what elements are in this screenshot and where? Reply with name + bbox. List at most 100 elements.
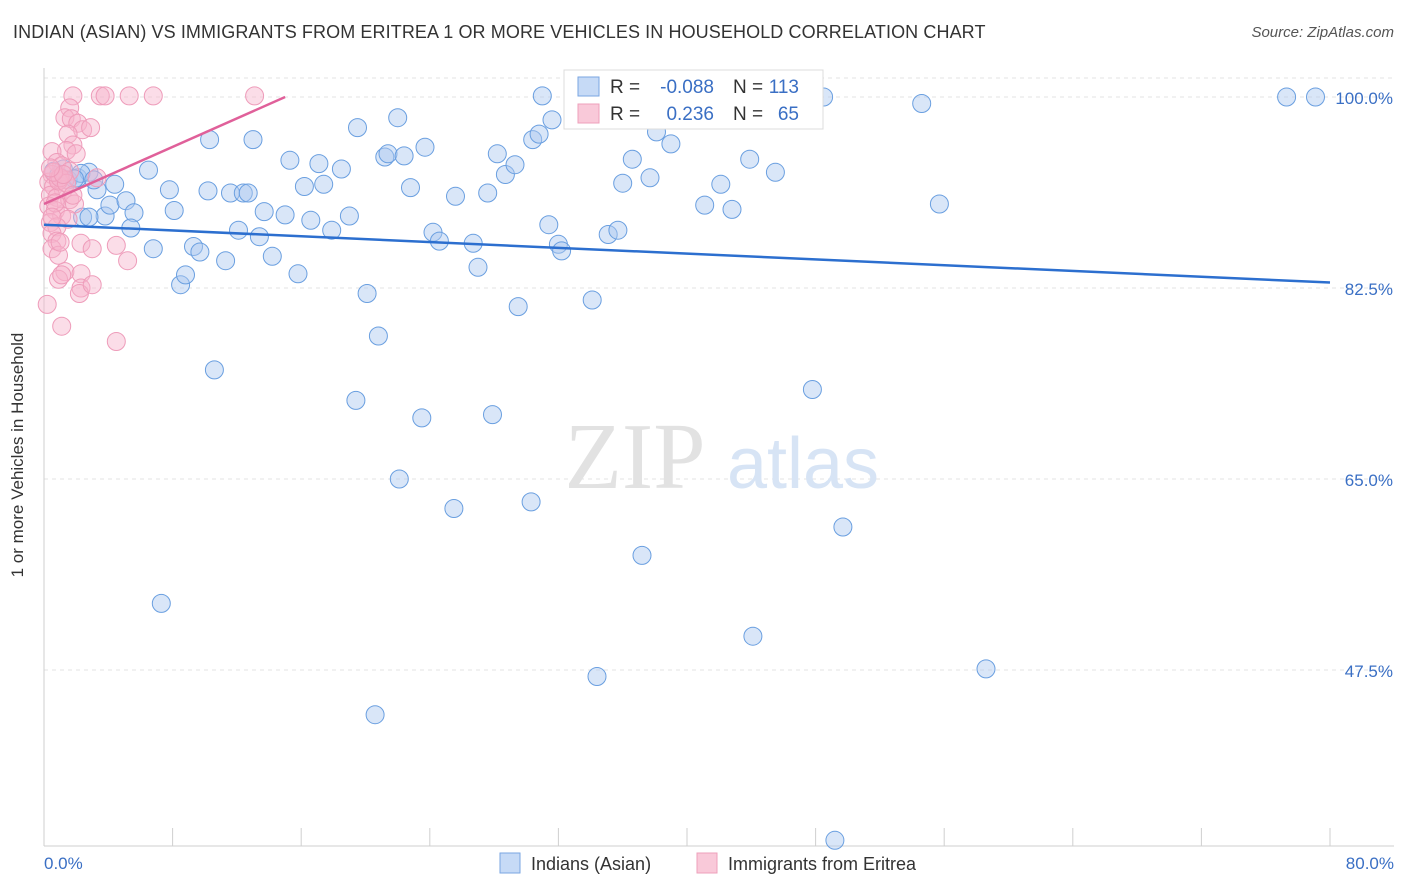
point-eritrea-58 <box>40 158 60 178</box>
point-eritrea-49 <box>82 275 102 295</box>
point-indians-99 <box>444 499 464 518</box>
watermark-zip: ZIP <box>565 405 706 509</box>
point-indians-100 <box>521 492 541 512</box>
legend-n-value-blue: 113 <box>769 77 799 98</box>
point-indians-43 <box>339 206 359 226</box>
trend-line-0 <box>43 223 1331 284</box>
point-indians-13 <box>124 203 144 223</box>
point-eritrea-42 <box>106 235 126 255</box>
legend-n-label-pink: N = <box>733 104 763 125</box>
point-indians-101 <box>632 545 652 565</box>
point-indians-79 <box>695 195 715 215</box>
grid-lines <box>44 77 1394 671</box>
legend-r-label-pink: R = <box>610 104 640 125</box>
point-indians-80 <box>711 174 731 194</box>
point-indians-52 <box>415 137 435 157</box>
point-indians-16 <box>143 239 163 259</box>
point-indians-102 <box>833 517 853 537</box>
stats-legend: R = -0.088 N = 113 R = 0.236 N = 65 <box>563 69 824 130</box>
point-indians-9 <box>105 174 125 194</box>
point-eritrea-63 <box>42 207 62 227</box>
point-indians-20 <box>176 265 195 285</box>
point-indians-40 <box>314 174 334 194</box>
point-indians-28 <box>233 183 253 203</box>
point-indians-57 <box>468 257 488 277</box>
y-tick-labels: 47.5% 65.0% 82.5% 100.0% <box>1335 89 1393 681</box>
point-indians-86 <box>912 94 932 113</box>
point-indians-103 <box>151 593 171 613</box>
point-indians-104 <box>743 626 763 646</box>
bottom-legend-swatch-pink <box>696 852 718 874</box>
watermark: ZIP atlas <box>565 405 880 509</box>
point-indians-32 <box>254 202 274 222</box>
point-indians-22 <box>190 242 210 262</box>
point-indians-36 <box>288 264 308 284</box>
point-indians-50 <box>394 146 414 166</box>
point-indians-33 <box>262 246 282 266</box>
point-indians-89 <box>1306 87 1325 107</box>
point-eritrea-43 <box>118 251 138 271</box>
point-eritrea-11 <box>81 118 101 138</box>
point-indians-94 <box>346 390 366 410</box>
point-indians-108 <box>825 830 845 850</box>
x-ticks <box>43 828 1331 846</box>
point-indians-11 <box>100 195 120 215</box>
point-indians-14 <box>139 160 158 180</box>
point-indians-25 <box>216 251 236 271</box>
point-indians-46 <box>368 326 388 346</box>
point-indians-77 <box>661 134 681 154</box>
point-indians-37 <box>294 177 314 196</box>
point-indians-58 <box>478 183 498 203</box>
point-indians-10 <box>79 207 99 227</box>
point-eritrea-40 <box>71 233 91 253</box>
point-indians-17 <box>159 180 179 200</box>
point-indians-81 <box>722 199 742 219</box>
point-indians-41 <box>322 220 342 240</box>
point-indians-42 <box>331 159 351 179</box>
point-indians-47 <box>375 147 395 167</box>
point-eritrea-12 <box>58 124 78 144</box>
point-indians-70 <box>582 290 602 310</box>
point-eritrea-1 <box>90 86 110 106</box>
point-indians-31 <box>249 227 269 247</box>
trend-lines <box>43 95 1331 284</box>
legend-r-label-blue: R = <box>610 77 640 98</box>
point-eritrea-5 <box>245 86 265 106</box>
point-indians-55 <box>446 186 465 206</box>
source-label: Source: ZipAtlas.com <box>1251 24 1394 41</box>
point-indians-51 <box>401 178 420 198</box>
point-indians-106 <box>976 659 996 679</box>
point-eritrea-4 <box>143 86 163 106</box>
bottom-legend-label-pink: Immigrants from Eritrea <box>728 854 917 874</box>
point-indians-73 <box>613 173 633 193</box>
watermark-atlas: atlas <box>727 424 879 504</box>
point-indians-61 <box>505 155 525 175</box>
point-indians-35 <box>280 150 300 170</box>
point-indians-49 <box>388 108 408 128</box>
point-eritrea-15 <box>42 142 62 162</box>
point-eritrea-7 <box>55 108 75 128</box>
point-eritrea-9 <box>68 113 88 133</box>
y-tick-label-3: 100.0% <box>1335 89 1393 108</box>
bottom-legend-label-blue: Indians (Asian) <box>531 854 651 874</box>
legend-r-value-pink: 0.236 <box>666 104 714 125</box>
point-indians-71 <box>598 225 618 244</box>
trend-line-1 <box>43 95 286 206</box>
point-indians-45 <box>357 284 377 303</box>
point-indians-23 <box>198 181 218 201</box>
point-eritrea-52 <box>106 332 126 351</box>
point-indians-44 <box>348 118 367 138</box>
point-indians-87 <box>929 194 949 214</box>
point-indians-67 <box>542 110 562 130</box>
point-indians-96 <box>483 405 502 425</box>
legend-swatch-pink <box>577 103 600 124</box>
x-tick-label-min: 0.0% <box>44 854 83 873</box>
chart-title: INDIAN (ASIAN) VS IMMIGRANTS FROM ERITRE… <box>13 22 986 42</box>
y-tick-label-0: 47.5% <box>1345 662 1393 681</box>
point-indians-60 <box>495 165 515 184</box>
point-indians-64 <box>529 124 549 144</box>
point-indians-63 <box>523 130 543 150</box>
point-indians-95 <box>412 408 432 428</box>
legend-r-value-blue: -0.088 <box>660 77 714 98</box>
point-eritrea-50 <box>37 294 57 314</box>
